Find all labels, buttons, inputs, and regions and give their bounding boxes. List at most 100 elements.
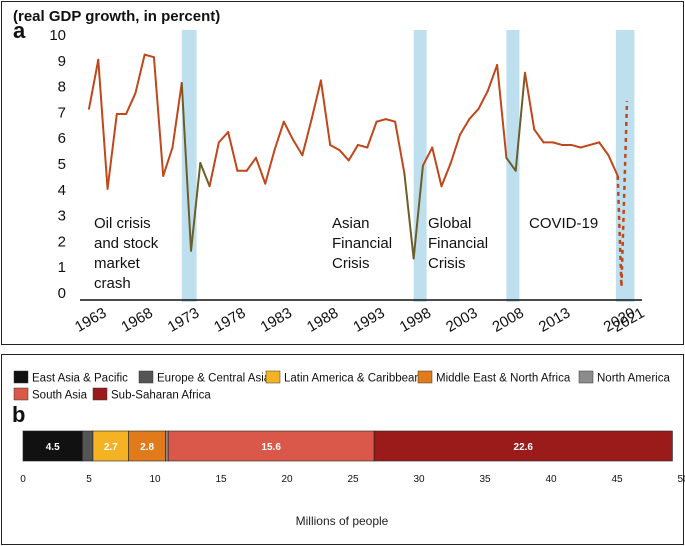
x-tick-label: 1983: [258, 304, 295, 335]
annotation-covid: COVID-19: [529, 215, 598, 232]
bar-value-label: 22.6: [514, 442, 534, 453]
gdp-line-segment: [180, 82, 193, 252]
gdp-line-segment: [431, 146, 443, 188]
legend-swatch: [417, 370, 433, 384]
gdp-line-segment: [310, 79, 322, 121]
panel-label-b: b: [12, 402, 25, 427]
x-tick-label: 1988: [304, 304, 341, 335]
x-tick-label: 1993: [350, 304, 387, 335]
gdp-line-segment: [570, 143, 582, 149]
x-tick-label: 40: [545, 474, 557, 485]
legend-swatch: [138, 370, 154, 384]
gdp-line-segment: [134, 53, 146, 95]
gdp-line-segment: [449, 133, 462, 164]
gdp-line-segment: [282, 120, 295, 141]
legend-label: Latin America & Caribbean: [284, 373, 421, 385]
gdp-line-segment: [588, 141, 601, 146]
crisis-shade-1: [413, 30, 427, 302]
legend-swatch: [13, 370, 29, 384]
gdp-line-segment: [319, 79, 332, 146]
gdp-line-segment: [514, 71, 526, 172]
gdp-line-segment: [551, 141, 564, 146]
bar-value-label: 2.7: [104, 442, 118, 453]
gdp-line-segment: [394, 120, 406, 175]
x-tick-label: 1998: [397, 304, 434, 335]
panel-label-a: a: [13, 18, 26, 43]
annotation-global: Financial: [428, 235, 488, 252]
gdp-line-segment: [152, 56, 165, 177]
x-tick-label: 2008: [489, 304, 526, 335]
gdp-line-segment: [106, 112, 118, 190]
x-tick-label: 25: [347, 474, 359, 485]
legend-label: Middle East & North Africa: [436, 373, 571, 385]
bar-segment-europe-central-asia: [82, 430, 94, 462]
x-tick-label: 1963: [72, 304, 109, 335]
x-tick-label: 15: [215, 474, 227, 485]
x-tick-label: 1973: [165, 304, 202, 335]
annotation-asian: Financial: [332, 235, 392, 252]
legend-swatch: [13, 387, 29, 401]
gdp-line-segment: [162, 146, 174, 177]
crisis-shade-3: [615, 30, 635, 302]
gdp-line-segment: [329, 143, 341, 152]
x-tick-label: 45: [611, 474, 623, 485]
bar-value-label: 2.8: [140, 442, 154, 453]
annotation-oil: Oil crisis: [94, 215, 151, 232]
x-tick-label: 10: [149, 474, 161, 485]
gdp-line-segment: [227, 131, 239, 172]
x-tick-label: 2003: [443, 304, 480, 335]
panel-b-population-chart: East Asia & Pacific Europe & Central Asia…: [1, 354, 685, 545]
gdp-line-segment: [301, 118, 313, 157]
gdp-line-segment: [375, 118, 387, 123]
gdp-line-segment: [190, 162, 202, 252]
gdp-line-segment: [357, 143, 369, 149]
bar-segment-south-asia: [167, 430, 375, 462]
crisis-shade-0: [181, 30, 197, 302]
annotation-global: Global: [428, 215, 471, 232]
gdp-line-segment: [505, 156, 517, 172]
gdp-line-segment: [338, 149, 350, 162]
gdp-projection-line: [616, 101, 629, 287]
legend-label: Sub-Saharan Africa: [111, 390, 211, 402]
bar-segment-sub-saharan-africa: [373, 430, 673, 462]
x-tick-label: 5: [86, 474, 92, 485]
x-tick-label: 2013: [536, 304, 573, 335]
x-tick-label: 1978: [211, 304, 248, 335]
gdp-line-segment: [468, 107, 480, 121]
y-tick-label: 7: [58, 104, 66, 121]
annotation-oil: crash: [94, 275, 131, 292]
x-tick-label: 0: [20, 474, 26, 485]
x-tick-label: 35: [479, 474, 491, 485]
gdp-line-segment: [245, 156, 257, 172]
gdp-line-segment: [477, 89, 489, 110]
gdp-line-segment: [273, 120, 285, 152]
annotation-oil: market: [94, 255, 141, 272]
gdp-line-segment: [208, 141, 220, 188]
gdp-line-segment: [125, 92, 137, 115]
x-tick-label: 20: [281, 474, 293, 485]
legend-swatch: [265, 370, 281, 384]
y-tick-label: 8: [58, 79, 66, 96]
legend-label: South Asia: [32, 390, 88, 402]
gdp-line-segment: [607, 154, 619, 177]
gdp-line-segment: [88, 58, 100, 110]
legend-label: East Asia & Pacific: [32, 373, 128, 385]
gdp-line-segment: [292, 138, 304, 157]
legend-label: Europe & Central Asia: [157, 373, 271, 385]
bar-value-label: 4.5: [46, 442, 60, 453]
gdp-line-segment: [97, 58, 109, 190]
gdp-line-segment: [598, 141, 610, 157]
gdp-line-segment: [440, 162, 452, 188]
x-tick-label: 50: [677, 474, 685, 485]
legend-swatch: [92, 387, 108, 401]
annotation-asian: Asian: [332, 215, 370, 232]
gdp-line-segment: [486, 63, 499, 92]
y-tick-label: 2: [58, 233, 66, 250]
annotation-asian: Crisis: [332, 255, 370, 272]
annotation-oil: and stock: [94, 235, 159, 252]
chart-title: (real GDP growth, in percent): [13, 8, 220, 25]
x-tick-label: 30: [413, 474, 425, 485]
x-axis-label: Millions of people: [296, 514, 389, 528]
gdp-line-segment: [347, 143, 359, 162]
gdp-line-segment: [403, 172, 415, 260]
